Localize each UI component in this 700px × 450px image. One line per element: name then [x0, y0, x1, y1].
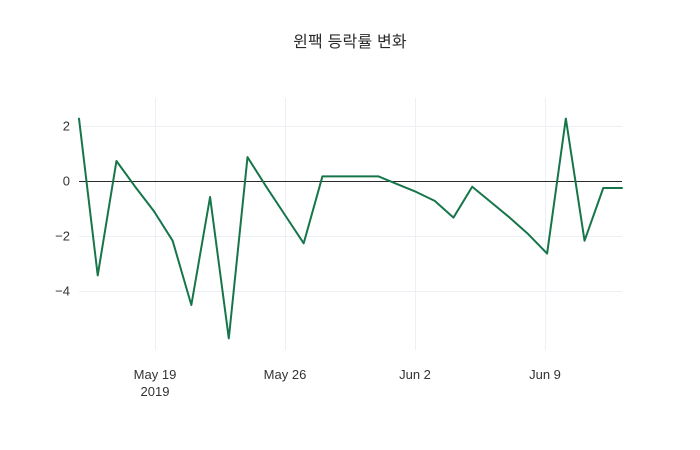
plot-area [78, 98, 623, 350]
y-tick-label: −2 [55, 228, 70, 243]
series-polyline [78, 117, 623, 340]
gridline-vertical [415, 98, 416, 350]
x-tick-label: May 19 [133, 367, 177, 382]
line-series [78, 117, 623, 340]
x-tick-label: Jun 2 [399, 367, 431, 382]
x-tick-sublabel: 2019 [140, 384, 170, 399]
y-tick-label: 2 [62, 118, 70, 133]
y-tick-label: 0 [62, 173, 70, 188]
gridline-vertical [285, 98, 286, 350]
zero-baseline [79, 180, 622, 182]
gridline-horizontal [79, 290, 622, 292]
gridline-vertical [155, 98, 156, 350]
gridline-horizontal [79, 125, 622, 127]
x-tick-label: Jun 9 [529, 367, 561, 382]
gridline-vertical [545, 98, 546, 350]
y-axis-ticks: 2 0 −2 −4 [22, 98, 70, 350]
x-tick-label: May 26 [263, 367, 307, 382]
chart-title: 윈팩 등락률 변화 [293, 34, 407, 51]
y-tick-label: −4 [55, 283, 70, 298]
gridline-horizontal [79, 235, 622, 237]
x-axis-ticks: May 19 2019 May 26 Jun 2 Jun 9 [79, 352, 622, 412]
